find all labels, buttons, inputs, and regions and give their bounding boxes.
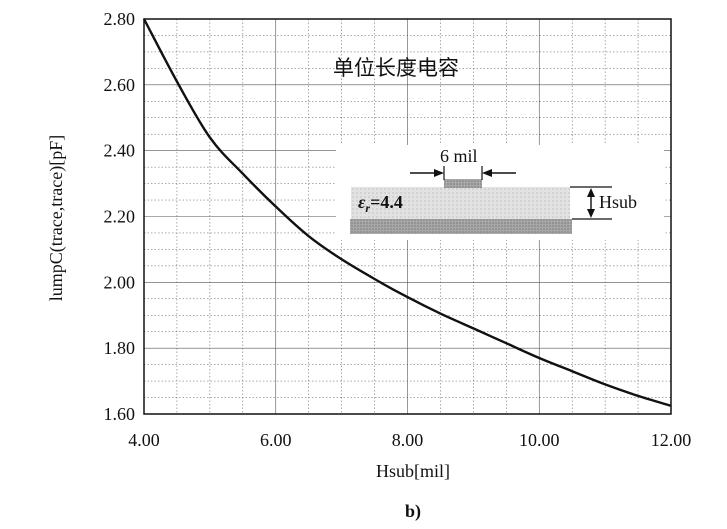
y-axis-label: lumpC(trace,trace)[pF] — [46, 135, 67, 301]
y-tick-label: 2.20 — [104, 207, 136, 227]
y-tick-label: 2.60 — [104, 75, 136, 95]
y-tick-label: 2.40 — [104, 141, 136, 161]
y-tick-label: 1.60 — [104, 404, 136, 424]
trace-conductor — [444, 179, 482, 188]
arrowhead-right-icon — [434, 169, 444, 177]
permittivity-label: εr=4.4 — [358, 192, 403, 215]
cross-section-inset: 6 mil εr=4.4 Hsub — [336, 145, 664, 240]
capacitance-curve — [142, 18, 672, 407]
y-tick-labels: 1.60 1.80 2.00 2.20 2.40 2.60 2.80 — [104, 9, 136, 424]
epsilon-subscript: r — [365, 201, 370, 215]
chart-annotation: 单位长度电容 — [333, 56, 459, 80]
arrowhead-left-icon — [482, 169, 492, 177]
x-tick-label: 10.00 — [519, 430, 560, 450]
epsilon-symbol: ε — [358, 192, 366, 212]
x-tick-label: 12.00 — [651, 430, 692, 450]
y-tick-label: 2.80 — [104, 9, 136, 29]
x-tick-label: 4.00 — [128, 430, 160, 450]
x-tick-labels: 4.00 6.00 8.00 10.00 12.00 — [128, 430, 691, 450]
y-tick-label: 2.00 — [104, 272, 136, 292]
x-tick-label: 8.00 — [392, 430, 424, 450]
trace-width-label: 6 mil — [440, 146, 478, 166]
ground-plane — [350, 219, 572, 234]
y-tick-label: 1.80 — [104, 338, 136, 358]
epsilon-value: =4.4 — [370, 192, 403, 212]
x-axis-label: Hsub[mil] — [376, 461, 450, 481]
x-tick-label: 6.00 — [260, 430, 292, 450]
arrowhead-down-icon — [587, 209, 595, 218]
substrate-dielectric — [351, 187, 570, 220]
substrate-height-label: Hsub — [599, 192, 637, 212]
arrowhead-up-icon — [587, 188, 595, 197]
subfigure-label: b) — [405, 501, 421, 522]
plot-frame — [143, 18, 672, 415]
